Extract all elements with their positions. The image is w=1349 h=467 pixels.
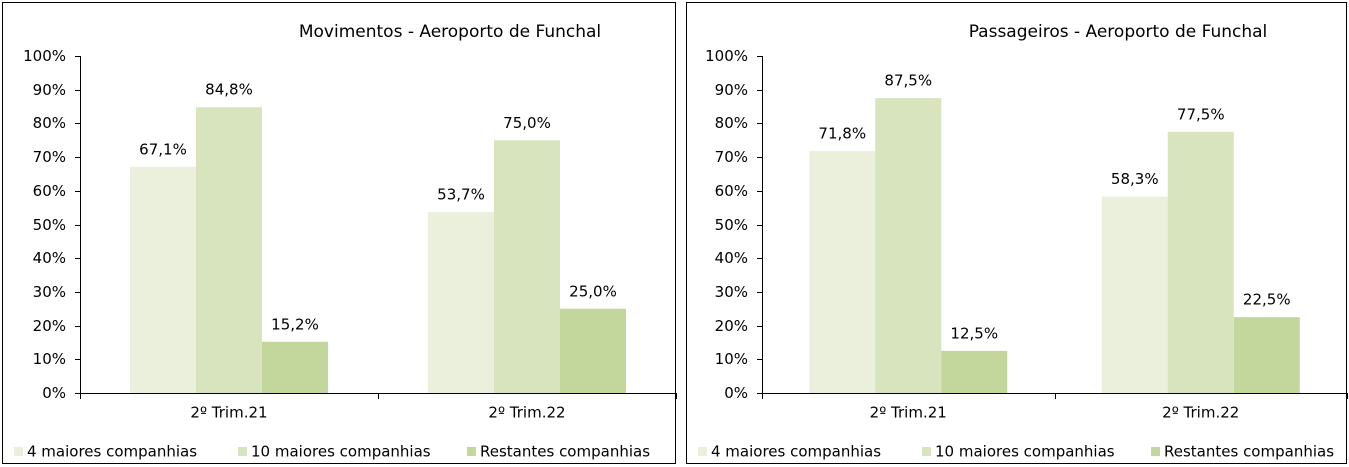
legend-label: 4 maiores companhias: [27, 443, 197, 461]
legend-label: Restantes companhias: [480, 443, 650, 461]
y-tick-label: 50%: [33, 216, 66, 234]
y-tick-label: 30%: [715, 283, 748, 301]
bar: [1101, 196, 1168, 393]
data-label: 25,0%: [569, 282, 617, 300]
data-label: 15,2%: [271, 315, 319, 333]
bar: [1233, 317, 1300, 393]
bar: [262, 341, 328, 393]
y-tick-label: 100%: [23, 47, 66, 65]
bar: [196, 107, 262, 393]
y-tick-label: 50%: [715, 216, 748, 234]
y-tick-label: 70%: [33, 148, 66, 166]
y-tick-label: 0%: [724, 384, 748, 402]
legend-label: Restantes companhias: [1164, 443, 1334, 461]
legend-swatch: [238, 447, 247, 456]
y-tick-label: 10%: [715, 350, 748, 368]
data-label: 58,3%: [1111, 170, 1159, 188]
y-tick-label: 30%: [33, 283, 66, 301]
bar: [130, 166, 196, 393]
y-tick-label: 40%: [33, 249, 66, 267]
legend-swatch: [922, 447, 931, 456]
y-tick-label: 100%: [705, 47, 748, 65]
bar: [494, 140, 560, 393]
legend-swatch: [1151, 447, 1160, 456]
bar: [428, 212, 494, 393]
chart-frame: [686, 2, 1347, 464]
y-tick-label: 80%: [33, 114, 66, 132]
chart-title: Movimentos - Aeroporto de Funchal: [299, 22, 601, 42]
data-label: 22,5%: [1243, 291, 1291, 309]
y-tick-label: 80%: [715, 114, 748, 132]
y-tick-label: 90%: [715, 81, 748, 99]
x-tick-label: 2º Trim.21: [870, 404, 947, 422]
y-tick-label: 60%: [715, 182, 748, 200]
data-label: 77,5%: [1177, 105, 1225, 123]
y-tick-label: 0%: [42, 384, 66, 402]
y-tick-label: 20%: [33, 317, 66, 335]
bar: [1167, 131, 1234, 393]
data-label: 53,7%: [437, 186, 485, 204]
bar: [941, 350, 1008, 393]
chart-frame: [2, 2, 676, 464]
data-label: 75,0%: [503, 114, 551, 132]
chart-title: Passageiros - Aeroporto de Funchal: [969, 22, 1268, 42]
bar: [809, 151, 876, 393]
y-tick-label: 10%: [33, 350, 66, 368]
x-tick-label: 2º Trim.22: [1162, 404, 1239, 422]
legend-label: 10 maiores companhias: [935, 443, 1115, 461]
data-label: 87,5%: [884, 72, 932, 90]
bar: [560, 308, 626, 393]
y-tick-label: 20%: [715, 317, 748, 335]
bar: [875, 98, 942, 393]
x-tick-label: 2º Trim.22: [488, 404, 565, 422]
data-label: 67,1%: [139, 140, 187, 158]
legend-label: 4 maiores companhias: [711, 443, 881, 461]
data-label: 71,8%: [818, 125, 866, 143]
data-label: 12,5%: [950, 324, 998, 342]
legend-swatch: [698, 447, 707, 456]
y-tick-label: 90%: [33, 81, 66, 99]
legend-swatch: [467, 447, 476, 456]
y-tick-label: 40%: [715, 249, 748, 267]
legend-swatch: [14, 447, 23, 456]
y-tick-label: 60%: [33, 182, 66, 200]
data-label: 84,8%: [205, 81, 253, 99]
y-tick-label: 70%: [715, 148, 748, 166]
legend-label: 10 maiores companhias: [251, 443, 431, 461]
x-tick-label: 2º Trim.21: [190, 404, 267, 422]
